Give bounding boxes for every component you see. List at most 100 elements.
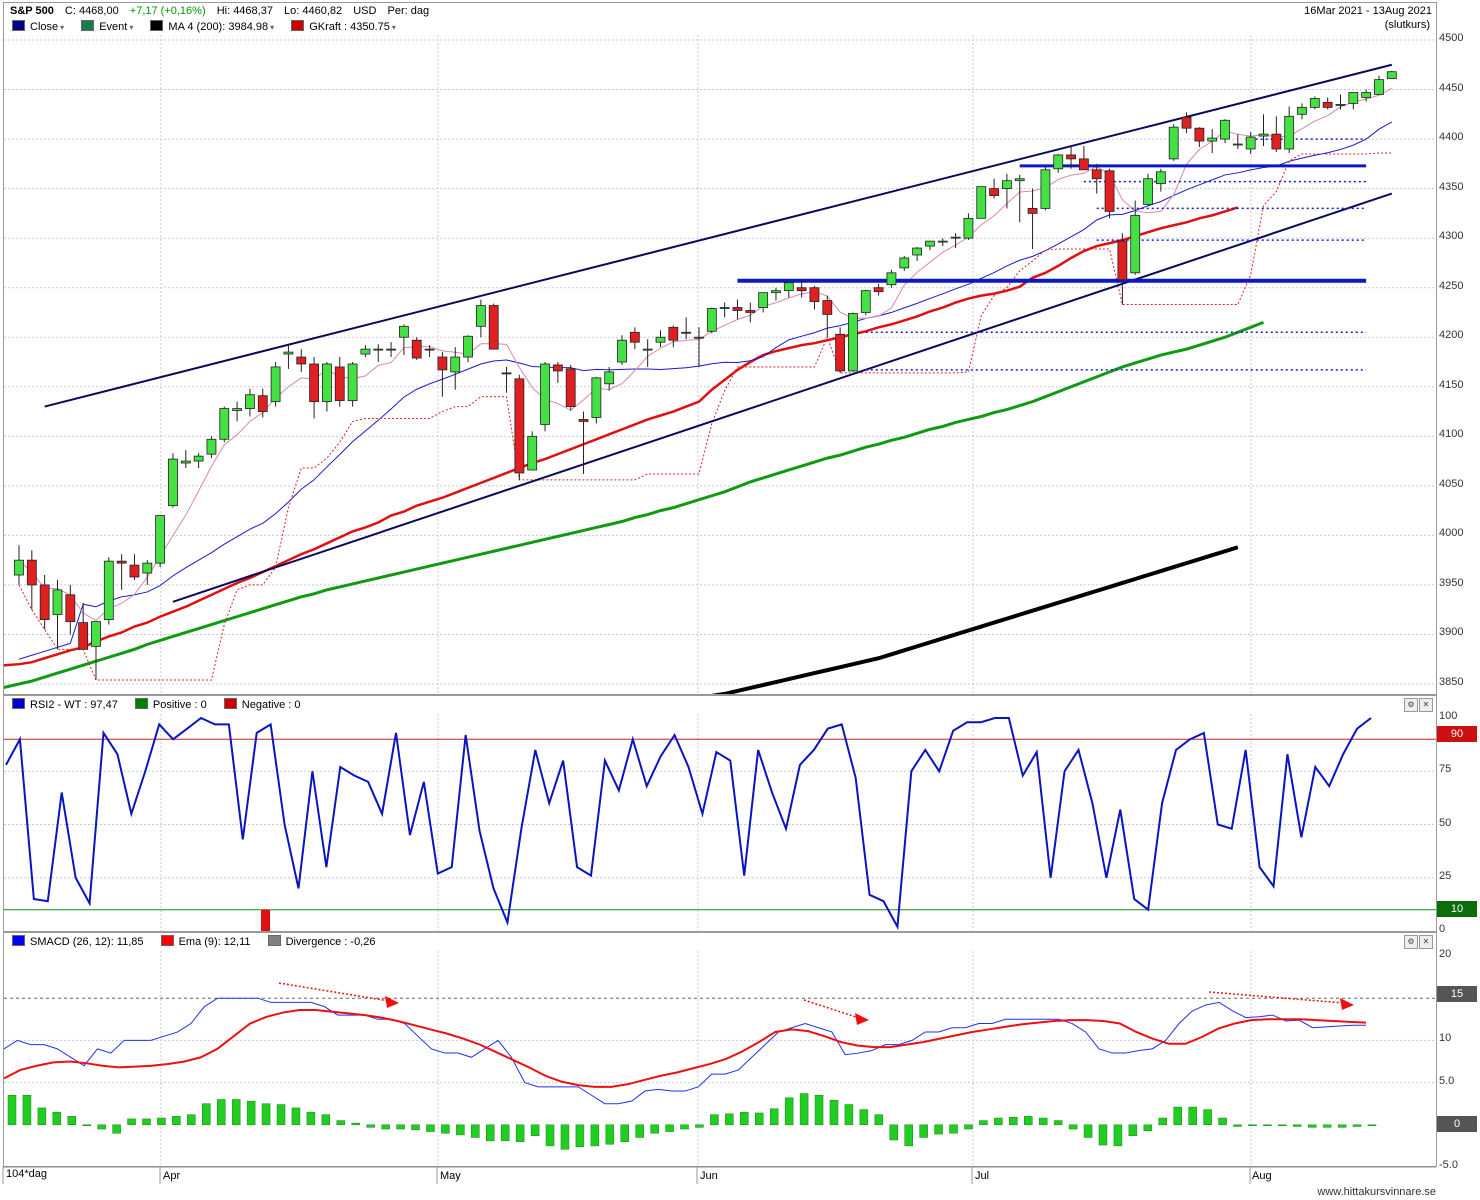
divergence-bar [755,1112,764,1126]
candle-body [783,282,794,292]
legend-gkraft-swatch [291,20,305,31]
divergence-bar [1024,1116,1033,1126]
candle-body [1040,169,1051,209]
divergence-bar [1278,1124,1287,1127]
candle-body [1374,79,1384,95]
divergence-bar [82,1124,91,1127]
legend-rsi[interactable]: RSI2 - WT : 97,47 [12,698,118,711]
candle-body [1386,71,1397,80]
chevron-down-icon[interactable]: ▾ [60,23,65,32]
candle-body [976,186,987,219]
rsi-panel: RSI2 - WT : 97,47 Positive : 0 Negative … [3,695,1437,932]
chevron-down-icon[interactable]: ▾ [391,23,396,32]
divergence-bar [710,1114,719,1126]
price-y-tick: 4400 [1439,131,1464,144]
price-y-tick: 3900 [1439,626,1464,639]
divergence-bar [67,1116,77,1126]
chevron-down-icon[interactable]: ▾ [270,23,275,32]
candle-body [950,236,961,239]
divergence-bar [769,1108,779,1126]
period-label: Per: dag [387,5,430,17]
price-y-tick: 4350 [1439,180,1464,193]
candle-body [1155,171,1166,185]
candle-body [540,363,550,425]
candle-body [552,364,563,372]
legend-negative[interactable]: Negative : 0 [223,698,300,711]
divergence-bar [515,1124,525,1142]
candle-body [14,559,24,576]
legend-divergence[interactable]: Divergence : -0,26 [267,935,375,948]
candle-body [296,356,307,365]
divergence-arrow-head [855,1013,869,1025]
macd-level-15-tag: 15 [1437,986,1477,1002]
divergence-bar [919,1124,928,1138]
legend-event-swatch [81,20,95,31]
divergence-arrow-line [803,999,860,1019]
rsi-legend: RSI2 - WT : 97,47 Positive : 0 Negative … [12,698,314,711]
close-icon[interactable]: ✕ [1419,935,1433,949]
divergence-bar [844,1104,854,1126]
currency-label: USD [353,5,377,17]
chevron-down-icon[interactable]: ▾ [129,23,134,32]
rsi-chart [4,714,1436,931]
rsi-y-tick: 75 [1439,763,1452,776]
legend-positive-swatch [134,698,148,709]
candle-body [411,339,422,359]
candle-body [629,331,640,343]
divergence-bar [471,1124,480,1138]
divergence-bar [426,1124,435,1132]
x-axis-label-apr: Apr [163,1170,181,1182]
divergence-bar [1218,1117,1227,1126]
settings-icon[interactable]: ⚙ [1404,698,1418,712]
legend-ema[interactable]: Ema (9): 12,11 [160,935,251,948]
divergence-bar [411,1124,420,1131]
price-chart [4,35,1436,694]
macd-y-tick: -5.0 [1439,1159,1458,1171]
x-axis-label-jun: Jun [700,1170,718,1182]
divergence-bar [904,1124,913,1147]
candle-body [758,292,769,308]
candle-body [386,348,396,351]
candle-body [1053,154,1064,170]
divergence-bar [7,1095,17,1126]
candle-body [873,287,884,293]
divergence-bar [1068,1124,1078,1130]
legend-close[interactable]: Close ▾ [12,20,65,33]
divergence-bar [172,1116,181,1126]
divergence-bar [351,1122,360,1126]
candle-body [501,372,512,375]
candle-body [1207,137,1218,142]
divergence-bar [560,1124,570,1150]
footer-site: www.hittakursvinnare.se [1317,1186,1436,1198]
legend-event[interactable]: Event ▾ [81,20,134,33]
divergence-bar [1352,1124,1362,1127]
price-y-tick: 4500 [1439,32,1464,44]
smacd-line [4,997,1366,1105]
rsi-y-tick: 0 [1439,923,1446,935]
candle-body [232,408,243,411]
candle-body [424,348,435,351]
header-bar: S&P 500 C: 4468,00 +7,17 (+0,16%) Hi: 44… [10,5,437,17]
candle-body [257,395,268,412]
candle-body [26,559,37,586]
macd-chart [4,951,1436,1166]
legend-gkraft-label: GKraft : 4350.75 [309,21,390,33]
divergence-bar [620,1124,629,1142]
macd-panel: SMACD (26, 12): 11,85 Ema (9): 12,11 Div… [3,932,1437,1167]
candle-body [1220,119,1230,140]
candle-body [219,408,230,440]
legend-smacd[interactable]: SMACD (26, 12): 11,85 [12,935,144,948]
macd-y-tick: 5.0 [1439,1074,1455,1087]
legend-gkraft[interactable]: GKraft : 4350.75 ▾ [291,20,396,33]
legend-ma[interactable]: MA 4 (200): 3984.98 ▾ [150,20,275,33]
legend-ma-swatch [150,20,164,31]
candle-body [91,621,101,647]
candle-body [1335,104,1346,106]
legend-rsi-swatch [12,698,25,709]
close-icon[interactable]: ✕ [1419,698,1433,712]
candle-body [937,240,948,243]
candle-body [450,356,461,373]
divergence-bar [52,1111,62,1126]
settings-icon[interactable]: ⚙ [1404,935,1418,949]
legend-positive[interactable]: Positive : 0 [134,698,207,711]
